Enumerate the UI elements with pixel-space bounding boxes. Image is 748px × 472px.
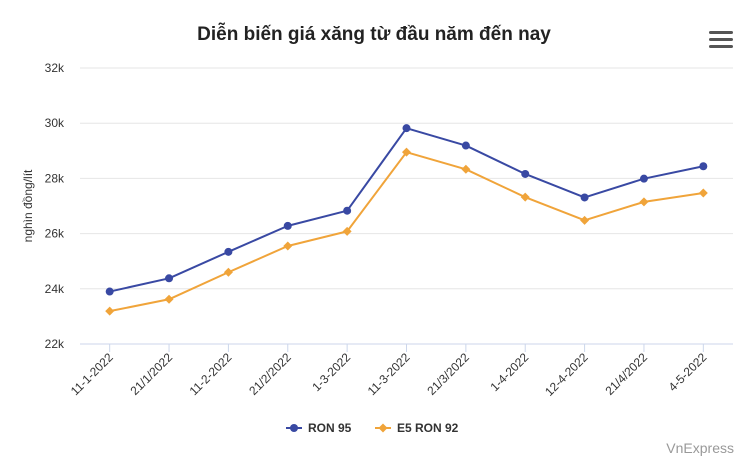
x-tick-label: 11-1-2022 [68, 350, 116, 398]
x-tick-label: 4-5-2022 [666, 350, 710, 394]
x-tick-label: 21/2/2022 [246, 350, 294, 398]
y-axis-label: nghìn đồng/lít [21, 169, 35, 242]
grid-lines [80, 67, 733, 345]
data-point [283, 221, 292, 230]
y-tick-label: 32k [45, 61, 65, 75]
legend-marker [378, 423, 388, 433]
data-point [342, 226, 352, 236]
source-credit: VnExpress [666, 440, 734, 456]
data-point [165, 274, 174, 283]
x-tick-label: 21/4/2022 [602, 350, 650, 398]
x-tick-label: 21/3/2022 [424, 350, 472, 398]
x-tick-label: 11-3-2022 [365, 350, 413, 398]
data-point [580, 193, 589, 202]
x-tick-label: 11-2-2022 [187, 350, 235, 398]
data-point [283, 241, 293, 251]
data-point [461, 141, 470, 150]
data-point [698, 188, 708, 198]
series [105, 124, 708, 316]
x-tick-label: 12-4-2022 [542, 350, 591, 399]
data-point [105, 287, 114, 296]
y-tick-label: 30k [45, 116, 65, 130]
legend-item-1[interactable]: E5 RON 92 [375, 421, 459, 435]
data-point [639, 174, 648, 183]
data-point [521, 169, 530, 178]
data-point [402, 124, 411, 133]
axes: 22k 24k 26k 28k 30k 32k nghìn đồng/lít 11-1-202… [21, 61, 710, 399]
data-point [343, 206, 352, 215]
series-1 [105, 147, 708, 316]
menu-icon-bar [709, 31, 733, 34]
y-tick-label: 26k [45, 227, 65, 241]
legend-label: RON 95 [308, 421, 352, 435]
data-point [223, 267, 233, 277]
legend-item-0[interactable]: RON 95 [286, 421, 352, 435]
chart-title: Diễn biến giá xăng từ đầu năm đến nay [197, 24, 551, 45]
series-line [109, 151, 704, 313]
legend-marker [290, 424, 298, 432]
menu-icon-bar [709, 45, 733, 48]
data-point [699, 162, 708, 171]
data-point [105, 306, 115, 316]
x-tick-label: 1-3-2022 [309, 350, 353, 394]
data-point [402, 147, 411, 157]
y-tick-label: 28k [45, 171, 65, 185]
data-point [461, 164, 471, 174]
y-tick-label: 22k [45, 337, 65, 351]
data-point [224, 247, 233, 256]
data-point [164, 294, 174, 304]
data-point [639, 197, 649, 207]
series-0 [105, 124, 708, 296]
menu-icon-bar [709, 38, 733, 41]
data-point [520, 192, 530, 202]
data-point [580, 215, 590, 225]
x-tick-label: 21/1/2022 [128, 350, 176, 398]
menu-icon[interactable] [709, 31, 733, 51]
x-tick-label: 1-4-2022 [487, 350, 531, 394]
legend: RON 95 E5 RON 92 [286, 421, 459, 435]
y-tick-label: 24k [45, 282, 65, 296]
legend-label: E5 RON 92 [397, 421, 459, 435]
